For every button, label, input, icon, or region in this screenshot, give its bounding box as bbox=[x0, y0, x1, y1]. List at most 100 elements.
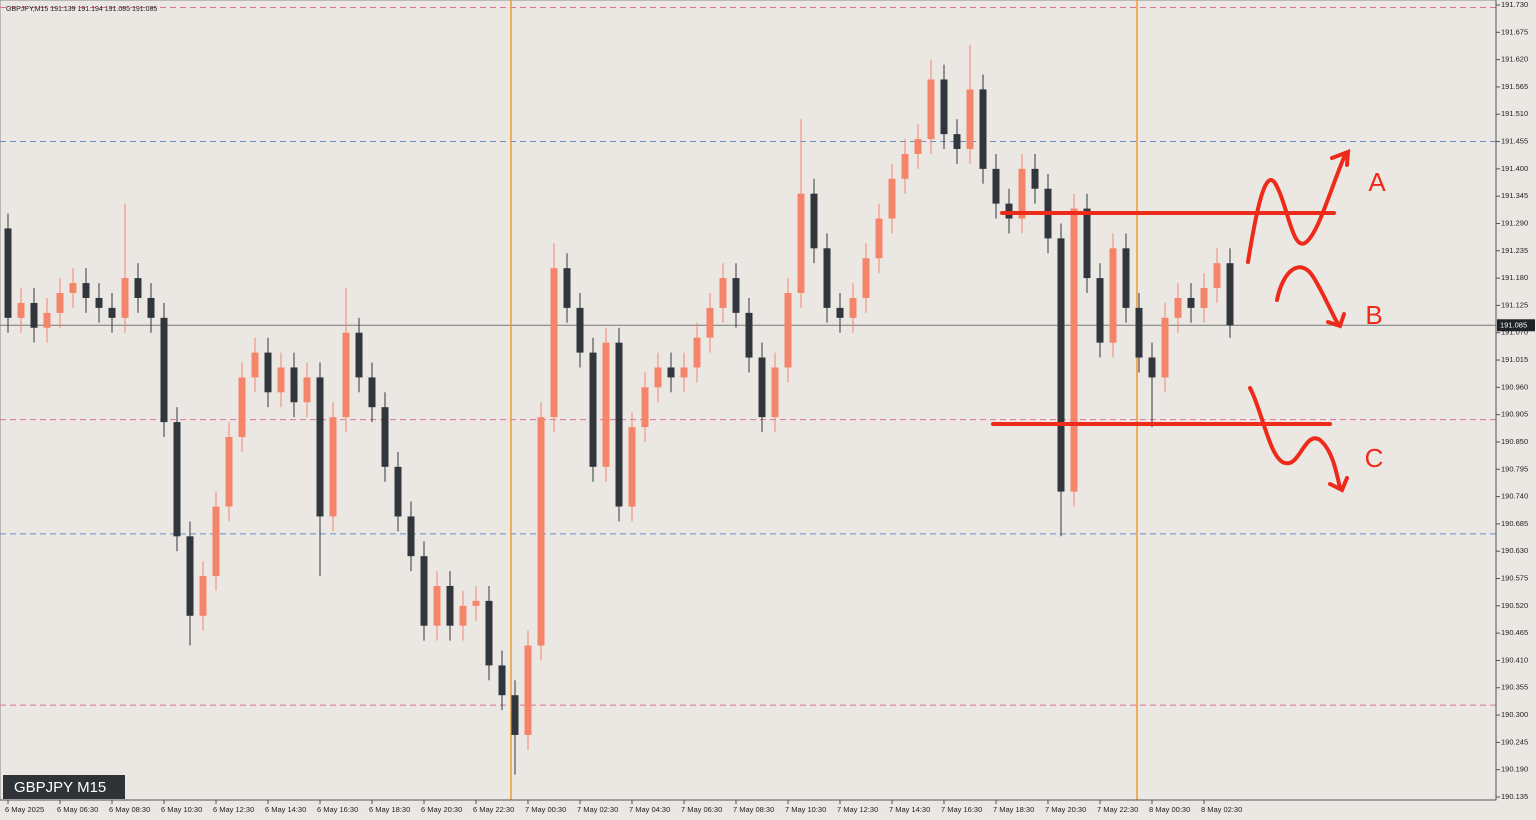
candle-body bbox=[732, 278, 740, 313]
candle-body bbox=[810, 193, 818, 249]
candle-body bbox=[1109, 248, 1117, 343]
candle-body bbox=[56, 293, 64, 313]
candle-body bbox=[1018, 168, 1026, 219]
y-tick-label: 191.675 bbox=[1501, 27, 1528, 36]
candle-body bbox=[849, 297, 857, 318]
y-tick-label: 191.235 bbox=[1501, 246, 1528, 255]
candle-body bbox=[407, 516, 415, 557]
x-tick-label: 8 May 02:30 bbox=[1201, 805, 1242, 814]
y-tick-label: 190.520 bbox=[1501, 601, 1528, 610]
candle-body bbox=[1031, 168, 1039, 189]
x-tick-label: 6 May 06:30 bbox=[57, 805, 98, 814]
x-tick-label: 8 May 00:30 bbox=[1149, 805, 1190, 814]
y-tick-label: 191.400 bbox=[1501, 164, 1528, 173]
y-tick-label: 191.730 bbox=[1501, 0, 1528, 9]
y-tick-label: 190.465 bbox=[1501, 628, 1528, 637]
scenario-b bbox=[1275, 265, 1340, 326]
arrow-head bbox=[1328, 476, 1349, 493]
scenario-a bbox=[1246, 153, 1347, 264]
candle-body bbox=[459, 605, 467, 626]
y-tick-label: 190.795 bbox=[1501, 464, 1528, 473]
candle-body bbox=[862, 258, 870, 298]
candle-body bbox=[147, 297, 155, 318]
x-tick-label: 7 May 14:30 bbox=[889, 805, 930, 814]
candle-body bbox=[225, 437, 233, 507]
candle-body bbox=[563, 268, 571, 308]
candle-body bbox=[433, 585, 441, 626]
candle-body bbox=[654, 367, 662, 388]
candle-body bbox=[342, 332, 350, 418]
candle-body bbox=[979, 89, 987, 169]
candle-body bbox=[95, 297, 103, 308]
candle-body bbox=[875, 218, 883, 259]
x-tick-label: 7 May 16:30 bbox=[941, 805, 982, 814]
y-tick-label: 190.960 bbox=[1501, 382, 1528, 391]
candle-body bbox=[524, 645, 532, 735]
candle-body bbox=[121, 278, 129, 318]
x-tick-label: 6 May 2025 bbox=[5, 805, 44, 814]
symbol-label: GBPJPY M15 bbox=[14, 779, 106, 796]
candle-body bbox=[4, 228, 12, 318]
plot-area bbox=[0, 0, 1497, 801]
x-tick-label: 7 May 06:30 bbox=[681, 805, 722, 814]
x-tick-label: 6 May 16:30 bbox=[317, 805, 358, 814]
candle-body bbox=[173, 422, 181, 537]
x-tick-label: 7 May 22:30 bbox=[1097, 805, 1138, 814]
candle-body bbox=[667, 367, 675, 378]
symbol-box bbox=[3, 775, 125, 799]
y-tick-label: 191.565 bbox=[1501, 82, 1528, 91]
candle-body bbox=[82, 283, 90, 298]
candle-body bbox=[1161, 317, 1169, 378]
candle-body bbox=[277, 367, 285, 393]
candle-body bbox=[186, 536, 194, 616]
x-tick-label: 7 May 08:30 bbox=[733, 805, 774, 814]
y-tick-label: 191.290 bbox=[1501, 218, 1528, 227]
arrow-head bbox=[1330, 149, 1351, 167]
candles bbox=[4, 44, 1234, 775]
candle-body bbox=[251, 352, 259, 378]
candle-body bbox=[888, 178, 896, 219]
candle-body bbox=[615, 342, 623, 507]
candle-body bbox=[43, 312, 51, 328]
candle-body bbox=[693, 337, 701, 368]
x-tick-label: 6 May 10:30 bbox=[161, 805, 202, 814]
candle-body bbox=[940, 79, 948, 135]
candle-body bbox=[264, 352, 272, 393]
annotation: C bbox=[1365, 443, 1384, 473]
candle-body bbox=[719, 278, 727, 308]
x-tick-label: 6 May 12:30 bbox=[213, 805, 254, 814]
y-tick-label: 190.245 bbox=[1501, 737, 1528, 746]
candle-body bbox=[1135, 307, 1143, 358]
candle-body bbox=[1226, 263, 1234, 326]
y-tick-label: 191.510 bbox=[1501, 109, 1528, 118]
candle-body bbox=[537, 417, 545, 646]
candle-body bbox=[628, 427, 636, 507]
y-tick-label: 190.410 bbox=[1501, 655, 1528, 664]
x-tick-label: 7 May 12:30 bbox=[837, 805, 878, 814]
candle-body bbox=[1096, 278, 1104, 343]
y-tick-label: 190.575 bbox=[1501, 574, 1528, 583]
candle-body bbox=[368, 377, 376, 408]
candle-body bbox=[108, 307, 116, 318]
candle-body bbox=[1148, 357, 1156, 378]
candle-body bbox=[1187, 297, 1195, 308]
y-tick-label: 191.455 bbox=[1501, 137, 1528, 146]
y-tick-label: 191.620 bbox=[1501, 55, 1528, 64]
candle-body bbox=[355, 332, 363, 378]
candle-body bbox=[758, 357, 766, 418]
drawing bbox=[991, 149, 1351, 493]
candle-body bbox=[69, 283, 77, 293]
x-tick-label: 6 May 20:30 bbox=[421, 805, 462, 814]
last-price-box bbox=[1497, 319, 1535, 332]
candle-body bbox=[134, 278, 142, 298]
candle-body bbox=[953, 134, 961, 149]
candle-body bbox=[784, 293, 792, 368]
candle-body bbox=[472, 600, 480, 606]
y-tick-label: 190.850 bbox=[1501, 437, 1528, 446]
y-tick-label: 190.300 bbox=[1501, 710, 1528, 719]
annotation: B bbox=[1365, 300, 1382, 330]
y-tick-label: 190.685 bbox=[1501, 519, 1528, 528]
x-tick-label: 6 May 14:30 bbox=[265, 805, 306, 814]
